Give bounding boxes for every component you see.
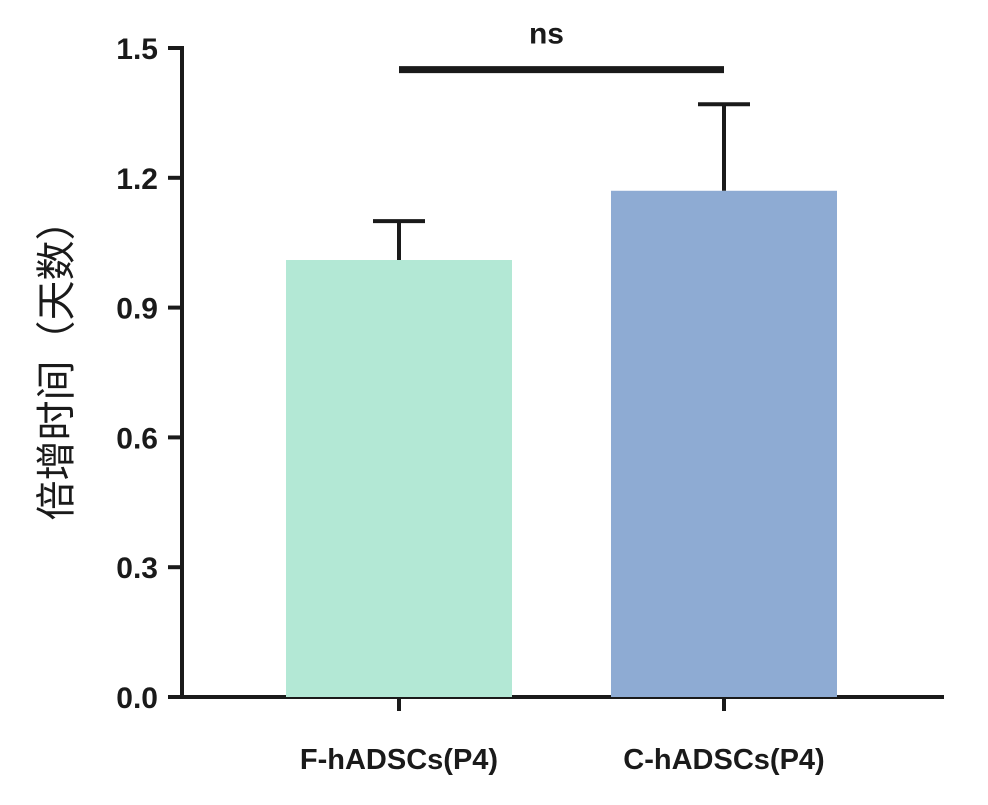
y-tick-label: 1.5 xyxy=(116,33,158,66)
x-category-label: F-hADSCs(P4) xyxy=(300,744,498,776)
x-category-labels: F-hADSCs(P4) C-hADSCs(P4) xyxy=(300,744,825,776)
x-category-label: C-hADSCs(P4) xyxy=(623,744,824,776)
significance-label: ns xyxy=(529,18,564,51)
error-bars xyxy=(373,102,750,261)
y-tick-label: 1.2 xyxy=(116,163,158,196)
y-axis-title: 倍增时间（天数） xyxy=(34,201,80,521)
bar xyxy=(286,260,512,697)
y-tick-label: 0.6 xyxy=(116,422,158,455)
y-tick-label: 0.9 xyxy=(116,293,158,326)
x-ticks xyxy=(397,697,726,711)
y-tick-label: 0.0 xyxy=(116,682,158,715)
bar xyxy=(611,190,837,697)
bars xyxy=(286,190,837,697)
y-ticks: 0.0 0.3 0.6 0.9 1.2 1.5 xyxy=(116,33,182,715)
y-tick-label: 0.3 xyxy=(116,552,158,585)
significance-annotation: ns xyxy=(399,18,724,74)
